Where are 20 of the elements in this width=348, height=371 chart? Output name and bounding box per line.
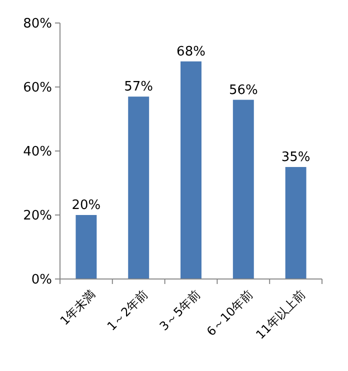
bar xyxy=(128,96,150,279)
bar xyxy=(232,100,254,279)
y-tick-label: 80% xyxy=(23,16,52,32)
data-label: 20% xyxy=(72,198,101,213)
x-tick-label: 3～5年前 xyxy=(156,287,204,334)
data-label: 56% xyxy=(228,82,258,98)
x-tick-label: 1年未満 xyxy=(58,287,98,328)
y-tick-label: 60% xyxy=(23,80,52,96)
bar xyxy=(76,215,97,279)
bar xyxy=(285,167,306,279)
bar xyxy=(180,61,202,279)
x-tick-label: 6～10年前 xyxy=(204,287,256,339)
y-tick-label: 20% xyxy=(23,208,52,224)
data-label: 68% xyxy=(176,44,206,60)
x-tick-label: 1～2年前 xyxy=(104,287,151,334)
data-label: 57% xyxy=(124,80,154,95)
data-label: 35% xyxy=(281,150,310,165)
y-tick-label: 40% xyxy=(23,144,52,160)
x-tick-label: 11年以上前 xyxy=(253,287,308,342)
y-tick-label: 0% xyxy=(31,272,52,288)
